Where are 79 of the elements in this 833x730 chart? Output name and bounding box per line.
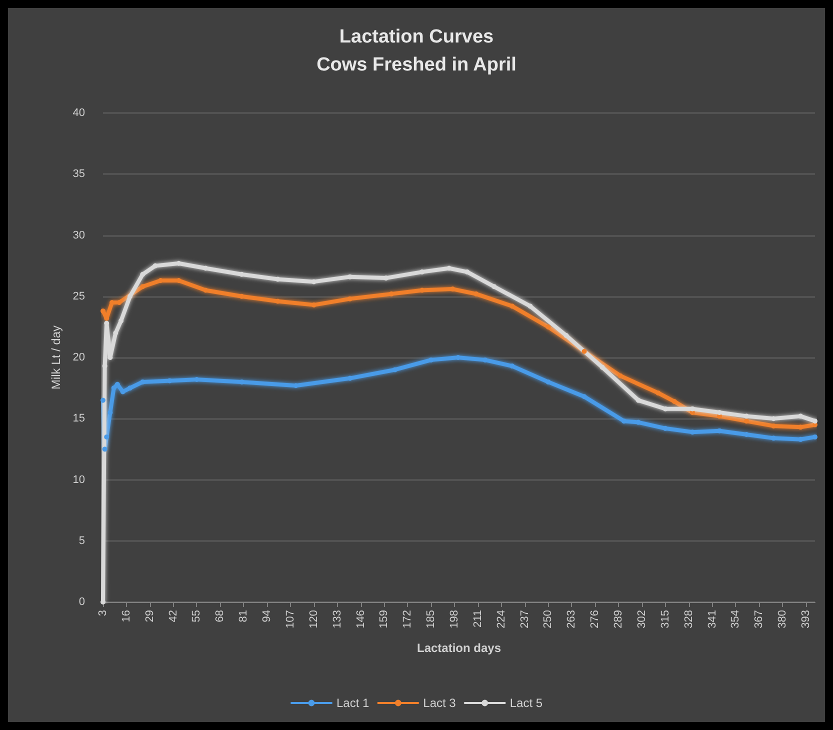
x-tick-label: 94 — [261, 610, 274, 622]
point — [621, 418, 626, 424]
x-tick-label: 250 — [542, 610, 554, 628]
point — [564, 332, 569, 338]
y-tick-label: 35 — [72, 168, 85, 180]
y-axis-title: Milk Lt / day — [48, 325, 63, 390]
x-tick-label: 3 — [97, 610, 109, 616]
x-tick-label: 185 — [425, 610, 438, 628]
x-tick-label: 198 — [448, 610, 460, 628]
point — [104, 434, 110, 440]
point — [812, 434, 818, 440]
x-tick-label: 146 — [354, 610, 367, 628]
point — [798, 414, 804, 419]
y-tick-label: 0 — [78, 596, 85, 608]
x-tick-label: 237 — [518, 610, 531, 628]
point — [102, 446, 108, 452]
point — [510, 364, 515, 369]
x-tick-label: 367 — [753, 610, 766, 628]
point — [582, 348, 587, 354]
point — [812, 418, 818, 424]
y-tick-label: 15 — [72, 412, 85, 425]
point — [140, 272, 146, 277]
point — [392, 367, 398, 372]
point — [510, 304, 515, 309]
x-tick-label: 211 — [472, 610, 484, 628]
legend-label: Lact 3 — [423, 696, 456, 710]
point — [464, 269, 470, 274]
x-tick-label: 354 — [730, 610, 742, 628]
y-tick-label: 30 — [72, 229, 85, 242]
x-tick-label: 341 — [706, 610, 718, 628]
x-tick-label: 120 — [308, 610, 320, 628]
point — [672, 399, 677, 404]
point — [140, 284, 146, 290]
y-tick-label: 25 — [72, 290, 85, 302]
x-tick-label: 29 — [144, 610, 156, 622]
point — [176, 260, 182, 266]
point — [128, 386, 133, 391]
y-tick-label: 10 — [72, 474, 85, 486]
x-axis-title: Lactation days — [416, 641, 502, 655]
point — [546, 324, 551, 330]
point — [100, 308, 106, 314]
point — [546, 379, 551, 384]
point — [384, 276, 388, 281]
point — [100, 398, 106, 403]
point — [492, 284, 497, 290]
x-tick-label: 42 — [167, 610, 180, 622]
legend-label: Lact 1 — [336, 696, 370, 710]
x-tick-label: 380 — [776, 610, 789, 628]
x-tick-label: 107 — [284, 610, 296, 628]
y-tick-label: 5 — [78, 534, 85, 547]
x-tick-label: 16 — [120, 610, 132, 622]
x-tick-label: 224 — [495, 610, 508, 628]
x-tick-label: 81 — [238, 610, 250, 622]
x-tick-label: 159 — [378, 610, 390, 628]
point — [128, 294, 133, 299]
x-tick-label: 289 — [612, 610, 625, 628]
x-tick-label: 263 — [566, 610, 578, 628]
y-tick-label: 40 — [72, 107, 85, 119]
x-tick-label: 172 — [402, 610, 414, 628]
x-tick-label: 315 — [659, 610, 672, 628]
chart-title: Lactation Curves Cows Freshed in April — [316, 26, 516, 76]
x-tick-label: 302 — [636, 610, 648, 628]
point — [474, 291, 479, 296]
point — [118, 318, 124, 324]
point — [582, 394, 587, 400]
x-tick-label: 68 — [214, 610, 226, 622]
x-tick-label: 55 — [190, 610, 203, 622]
point — [656, 390, 661, 396]
point — [618, 373, 623, 378]
point — [636, 398, 641, 403]
legend-label: Lact 5 — [510, 696, 543, 710]
x-tick-label: 393 — [800, 610, 812, 628]
x-tick-label: 328 — [682, 610, 695, 628]
x-tick-label: 276 — [589, 610, 602, 628]
y-tick-label: 20 — [72, 352, 85, 364]
point — [600, 364, 605, 370]
point — [662, 406, 668, 412]
point — [528, 304, 533, 309]
x-tick-label: 133 — [331, 610, 344, 628]
